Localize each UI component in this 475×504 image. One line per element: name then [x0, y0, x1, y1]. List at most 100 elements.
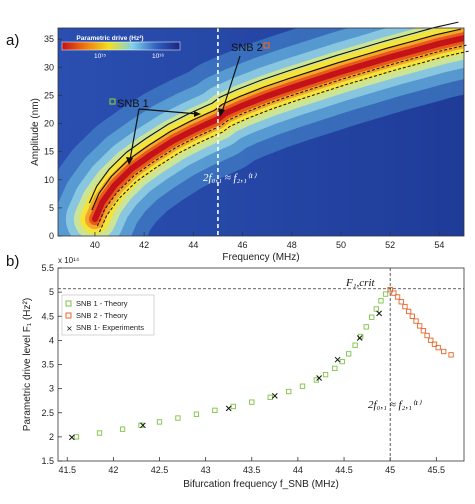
y-tick-label-a: 25: [44, 90, 54, 100]
reference-lines: [58, 268, 464, 461]
snb2-arrow: [221, 55, 241, 113]
y-tick-label-a: 5: [49, 203, 54, 213]
branch-curve-1: [91, 28, 462, 211]
experiment-point: [376, 310, 382, 317]
y-tick-label-b: 3.5: [41, 360, 54, 370]
experiment-point: [356, 335, 363, 341]
y-axis-label-a: Amplitude (nm): [30, 98, 41, 166]
snb1-theory-point: [299, 383, 306, 389]
snb2-marker: [263, 42, 270, 49]
y-tick-label-b: 3: [49, 384, 54, 394]
experiment-point-stroke: [140, 422, 146, 429]
snb1-arrowhead-lower: [126, 157, 133, 165]
colorbar-tick-left: 10¹⁵: [94, 53, 106, 60]
snb1-theory-point: [352, 342, 358, 348]
experiment-point: [140, 422, 146, 429]
snb1-theory-point: [313, 377, 320, 383]
colorbar-title: Parametric drive (Hz²): [76, 35, 143, 42]
snb1-theory-point: [382, 291, 389, 297]
y-tick-label-a: 10: [44, 175, 54, 185]
snb1-label: SNB 1: [117, 98, 149, 110]
snb2-theory-point: [441, 348, 447, 355]
heatmap-bands: [58, 28, 464, 236]
x-axis-label-b: Bifurcation frequency f_SNB (MHz): [183, 479, 339, 490]
y-tick-label-b: 2: [49, 432, 54, 442]
snb2-theory-point: [398, 299, 404, 305]
experiment-point-stroke: [68, 434, 75, 441]
snb1-theory-point: [267, 394, 273, 400]
x-tick-label-a: 40: [90, 240, 100, 250]
snb2-theory-point: [424, 332, 430, 339]
fcrit-label: F₁,crit: [345, 277, 376, 289]
panel-b-letter: b): [6, 253, 19, 270]
data-points: [68, 287, 454, 441]
panel-b-resonance-annotation: 2f₀,₁ ≈ f₂,₁⁽¹⁾: [368, 399, 422, 411]
snb2-theory-point: [402, 303, 408, 310]
y-tick-label-a: 35: [44, 34, 54, 44]
snb1-theory-point: [369, 314, 375, 320]
heatmap-area: [58, 28, 464, 236]
snb2-theory-point: [417, 323, 423, 329]
snb1-theory-point: [73, 434, 80, 440]
legend: SNB 1 - Theory SNB 2 - Theory × SNB 1- E…: [61, 294, 155, 336]
experiment-point-stroke: [271, 393, 278, 399]
colorbar-gradient: [61, 41, 181, 51]
x-tick-label-a: 42: [139, 240, 149, 250]
branch-curve-2: [96, 44, 467, 227]
x-tick-label-a: 44: [188, 240, 198, 250]
snb1-arrowhead-upper: [194, 111, 201, 117]
y-tick-label-b: 5: [49, 287, 54, 297]
experiment-point-stroke: [334, 356, 341, 363]
experiment-point-stroke: [316, 375, 322, 381]
legend-box: [61, 294, 155, 336]
x-axis-label-a: Frequency (MHz): [222, 252, 299, 263]
snb1-theory-point: [156, 419, 163, 425]
x-tick-label-b: 44: [293, 465, 303, 475]
axes-a-ticks: 40 42 44 46 48 50 52 54 0 5 10 15 20 25 30 35 Frequency …: [30, 34, 444, 263]
snb1-marker: [109, 98, 116, 105]
x-tick-label-b: 42: [108, 465, 118, 475]
y-tick-label-b: 4.5: [41, 311, 54, 321]
snb1-theory-point: [332, 365, 338, 372]
y-tick-label-b: 5.5: [41, 263, 54, 273]
snb1-theory-point: [212, 407, 218, 413]
snb1-theory-point: [119, 426, 126, 432]
x-tick-label-a: 48: [287, 240, 297, 250]
snb2-label: SNB 2: [231, 42, 263, 54]
y-axis-label-b: Parametric drive level F₁ (Hz²): [22, 298, 33, 431]
x-tick-label-a: 52: [385, 240, 395, 250]
heat-band-7: [91, 35, 464, 223]
legend-label-snb1-theory: SNB 1 - Theory: [76, 299, 128, 308]
snb2-theory-point: [428, 337, 434, 344]
y-exponent-label: x 10¹⁴: [58, 256, 80, 265]
experiment-point: [225, 405, 232, 412]
experiment-point: [334, 356, 341, 363]
y-tick-label-a: 30: [44, 62, 54, 72]
snb1-theory-point: [363, 324, 369, 330]
experiment-point: [316, 375, 322, 381]
snb2-theory-point: [420, 328, 427, 334]
experiment-point: [271, 393, 278, 399]
x-tick-label-b: 41.5: [58, 465, 76, 475]
colorbar: Parametric drive (Hz²) 10¹⁵ 10¹⁶: [61, 35, 181, 60]
snb2-theory-point: [431, 341, 438, 347]
snb2-arrowhead: [218, 108, 225, 117]
y-tick-label-b: 4: [49, 335, 54, 345]
branch-curve-3: [99, 50, 469, 233]
snb1-annotation: SNB 1: [109, 98, 201, 165]
snb1-theory-point: [378, 298, 384, 304]
y-tick-label-a: 15: [44, 147, 54, 157]
legend-label-experiments: SNB 1- Experiments: [76, 323, 144, 332]
x-tick-label-b: 45: [385, 465, 395, 475]
snb2-theory-point: [387, 287, 393, 293]
branch-curves: [88, 21, 469, 233]
snb1-theory-point: [193, 411, 200, 417]
experiment-point-stroke: [356, 335, 363, 341]
snb1-theory-point: [249, 399, 255, 405]
x-tick-label-a: 50: [336, 240, 346, 250]
panel-a-resonance-annotation: 2f₀,₁ ≈ f₂,₁⁽¹⁾: [203, 172, 257, 184]
snb1-arrow-upper: [138, 108, 199, 115]
legend-marker-experiments: ×: [66, 324, 73, 333]
experiment-point-stroke: [376, 310, 382, 317]
snb2-theory-point: [405, 308, 412, 315]
